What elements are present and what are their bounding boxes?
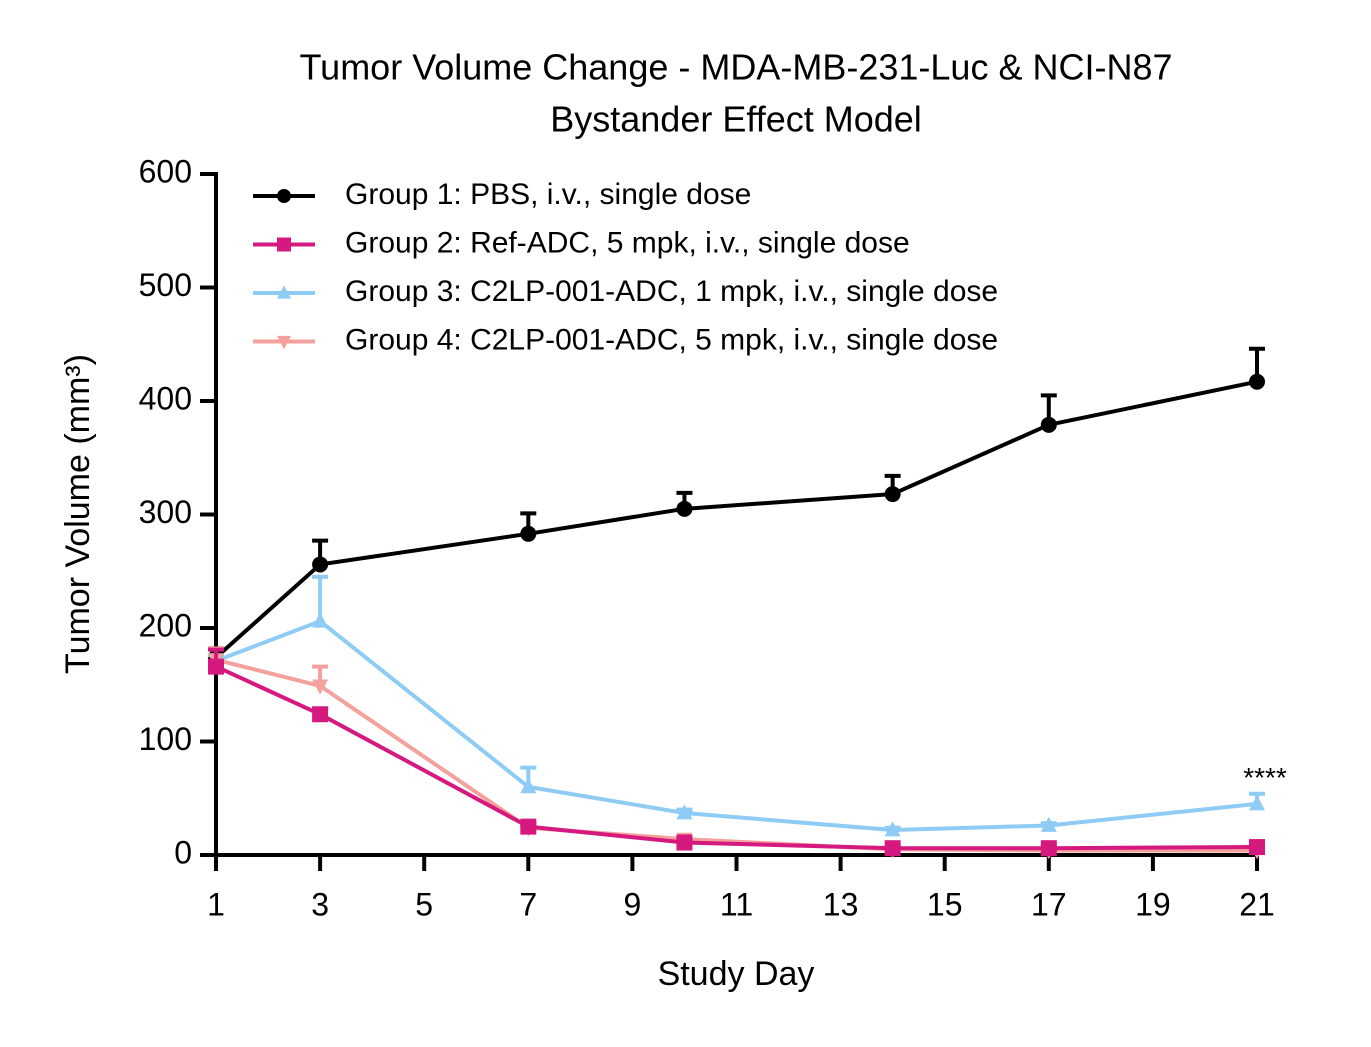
marker xyxy=(676,834,693,851)
marker xyxy=(520,818,537,835)
y-tick-label: 200 xyxy=(139,607,192,643)
x-tick-label: 15 xyxy=(927,886,963,922)
marker xyxy=(884,840,901,857)
marker xyxy=(277,237,291,252)
y-tick-label: 100 xyxy=(139,721,192,757)
marker xyxy=(312,556,329,573)
marker xyxy=(884,821,901,837)
x-axis-label: Study Day xyxy=(658,955,815,993)
marker xyxy=(277,189,291,203)
x-tick-label: 1 xyxy=(207,886,225,922)
marker xyxy=(1040,416,1057,433)
x-tick-label: 17 xyxy=(1031,886,1067,922)
y-tick-label: 400 xyxy=(139,380,192,416)
marker xyxy=(676,500,693,517)
marker xyxy=(884,486,901,503)
marker xyxy=(312,679,329,695)
marker xyxy=(1249,795,1265,811)
marker xyxy=(208,658,224,675)
legend-label: Group 1: PBS, i.v., single dose xyxy=(345,178,751,211)
x-tick-label: 3 xyxy=(311,886,329,922)
x-tick-label: 5 xyxy=(415,886,433,922)
marker xyxy=(520,778,537,794)
legend-label: Group 3: C2LP-001-ADC, 1 mpk, i.v., sing… xyxy=(345,275,998,308)
marker xyxy=(1249,839,1265,856)
marker xyxy=(1249,373,1265,390)
y-axis-label: Tumor Volume (mm³) xyxy=(59,354,97,674)
marker xyxy=(277,335,291,350)
marker xyxy=(520,525,537,542)
marker xyxy=(312,706,329,723)
marker xyxy=(1040,816,1057,832)
marker xyxy=(312,612,329,628)
chart-title: Bystander Effect Model xyxy=(550,99,922,140)
legend-label: Group 2: Ref-ADC, 5 mpk, i.v., single do… xyxy=(345,226,910,259)
y-tick-label: 500 xyxy=(139,267,192,303)
x-tick-label: 11 xyxy=(720,886,753,922)
chart-title: Tumor Volume Change - MDA-MB-231-Luc & N… xyxy=(300,47,1173,88)
x-tick-label: 9 xyxy=(624,886,642,922)
x-tick-label: 19 xyxy=(1135,886,1171,922)
x-tick-label: 7 xyxy=(519,886,537,922)
y-tick-label: 0 xyxy=(174,834,192,870)
annotation: **** xyxy=(1243,762,1287,793)
y-tick-label: 300 xyxy=(139,494,192,530)
marker xyxy=(1040,840,1057,857)
x-tick-label: 21 xyxy=(1239,886,1275,922)
x-tick-label: 13 xyxy=(823,886,859,922)
series-line xyxy=(214,379,1258,660)
legend-label: Group 4: C2LP-001-ADC, 5 mpk, i.v., sing… xyxy=(345,323,998,356)
y-tick-label: 600 xyxy=(139,153,192,189)
series-line xyxy=(215,619,1258,833)
marker xyxy=(277,285,291,299)
marker xyxy=(676,804,693,820)
